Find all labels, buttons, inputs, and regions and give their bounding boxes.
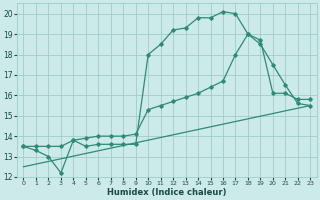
X-axis label: Humidex (Indice chaleur): Humidex (Indice chaleur) xyxy=(107,188,227,197)
